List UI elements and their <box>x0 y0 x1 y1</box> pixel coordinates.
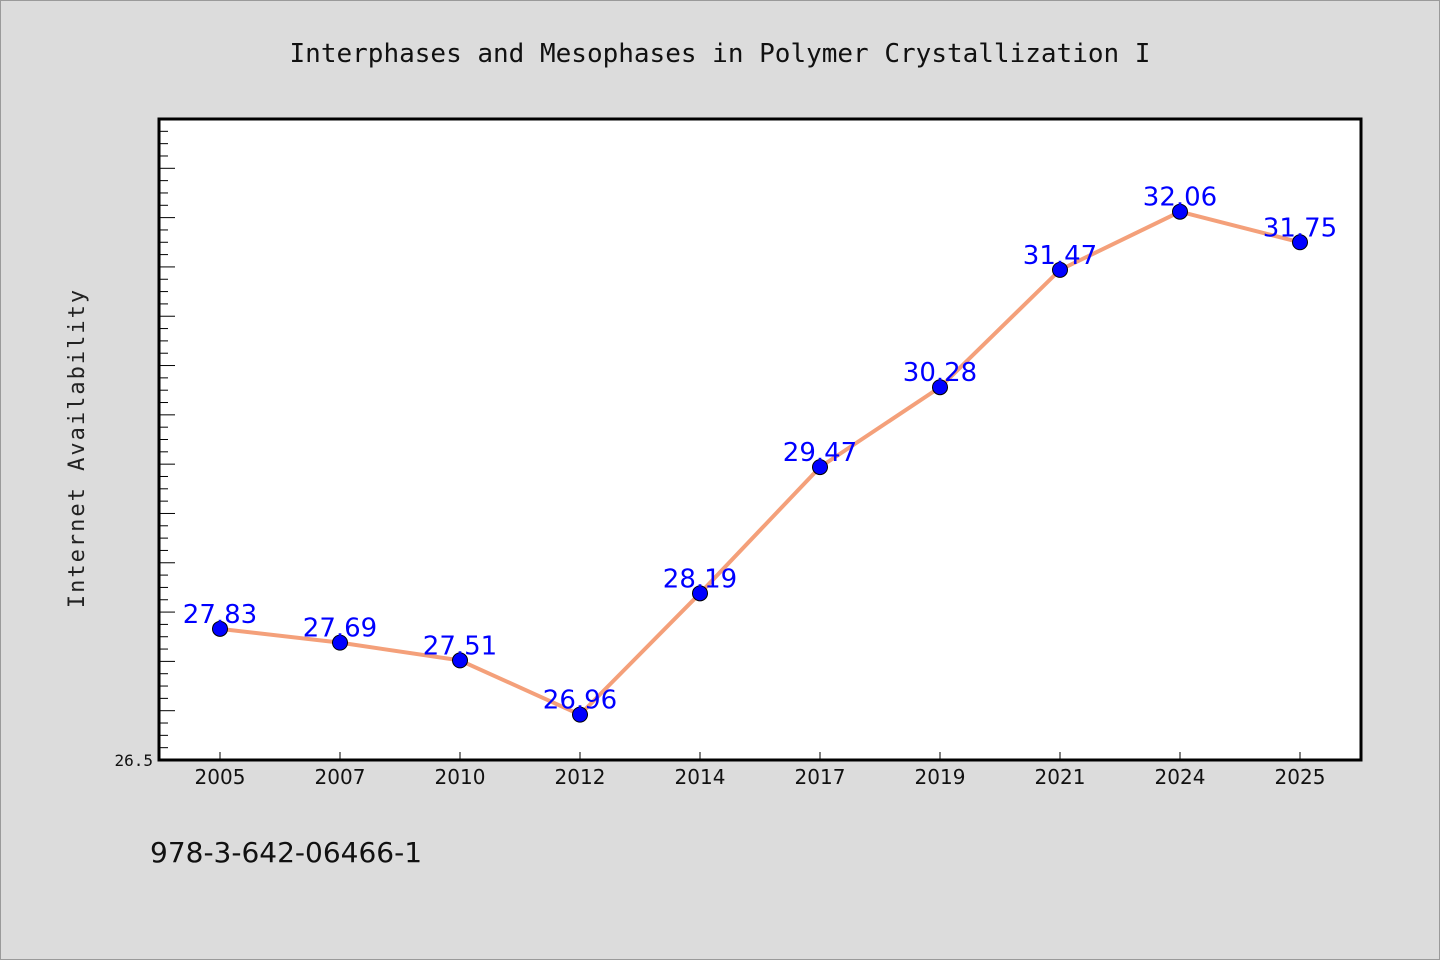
x-tick-label: 2025 <box>1275 765 1326 789</box>
data-point <box>212 620 228 637</box>
data-label: 27.83 <box>183 600 257 630</box>
data-label: 31.75 <box>1263 213 1337 243</box>
data-label: 31.47 <box>1023 241 1097 271</box>
x-tick-label: 2012 <box>555 765 606 789</box>
x-tick-label: 2017 <box>795 765 846 789</box>
series-line-group <box>212 203 1308 723</box>
data-label: 26.96 <box>543 686 617 716</box>
data-point <box>1292 234 1308 251</box>
data-point <box>692 585 708 602</box>
series-line <box>218 209 1302 717</box>
footer-isbn: 978-3-642-06466-1 <box>150 836 422 869</box>
x-tick-label: 2014 <box>675 765 726 789</box>
data-label: 27.69 <box>303 614 377 644</box>
data-point <box>932 379 948 396</box>
x-tick-label: 2019 <box>915 765 966 789</box>
y-axis-ticks: 26.5 <box>114 130 175 770</box>
chart-title: Interphases and Mesophases in Polymer Cr… <box>290 39 1151 69</box>
y-tick-label: 26.5 <box>114 751 153 770</box>
data-point <box>452 652 468 669</box>
data-label: 28.19 <box>663 564 737 594</box>
data-label: 27.51 <box>423 631 497 661</box>
data-point <box>812 459 828 476</box>
x-tick-label: 2024 <box>1155 765 1206 789</box>
data-labels-group: 27.83 27.69 27.51 26.96 28.19 29.47 30.28 31.47… <box>183 183 1337 716</box>
x-tick-label: 2010 <box>435 765 486 789</box>
x-tick-label: 2005 <box>195 765 246 789</box>
data-label: 32.06 <box>1143 183 1217 213</box>
data-label: 30.28 <box>903 358 977 388</box>
data-point <box>1172 203 1188 220</box>
plot-area <box>157 117 1363 762</box>
x-tick-label: 2021 <box>1035 765 1086 789</box>
x-axis-ticks: 2005 2007 2010 2012 2014 2017 2019 2021 2024 2025 <box>195 752 1326 789</box>
data-point <box>332 634 348 651</box>
y-axis-label: Internet Availability <box>65 288 90 608</box>
data-point <box>572 706 588 723</box>
data-point <box>1052 261 1068 278</box>
x-tick-label: 2007 <box>315 765 366 789</box>
data-label: 29.47 <box>783 438 857 468</box>
